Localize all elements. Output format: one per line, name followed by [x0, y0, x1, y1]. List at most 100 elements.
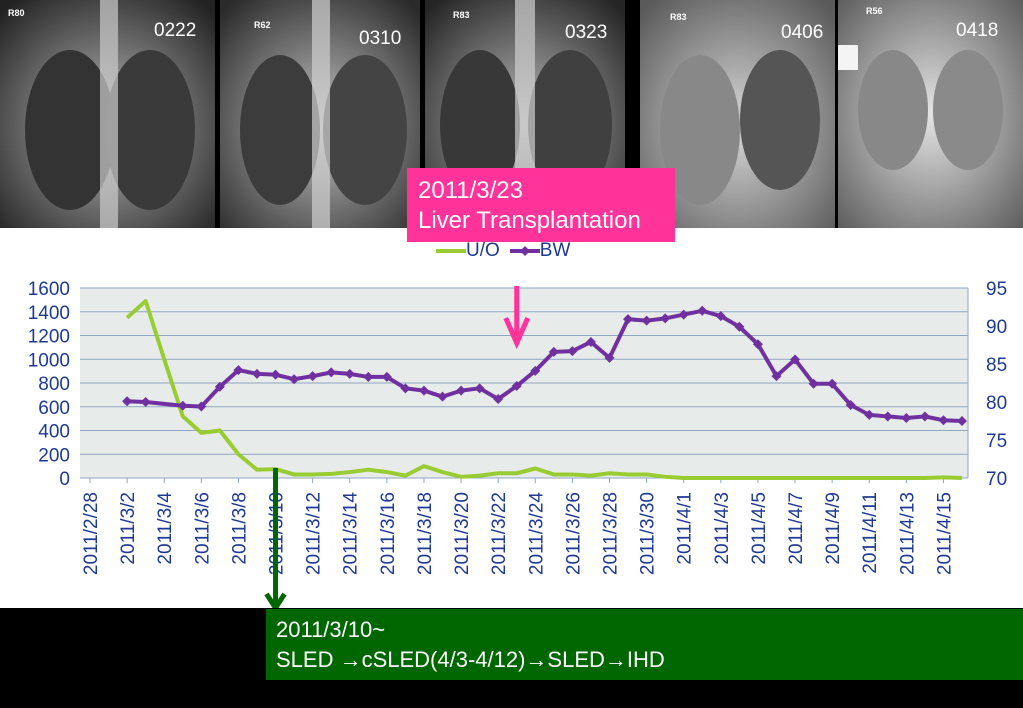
- legend-label-uo: U/O: [466, 240, 500, 261]
- bw-data-point: [307, 371, 318, 382]
- x-tick-label: 2011/3/18: [415, 492, 436, 575]
- x-tick-label: 2011/4/7: [786, 492, 807, 565]
- x-tick-label: 2011/3/22: [489, 492, 510, 575]
- x-tick-label: 2011/4/15: [934, 492, 955, 575]
- xray-marker: R56: [866, 6, 883, 16]
- chart-legend: U/O BW: [436, 240, 580, 262]
- x-tick-label: 2011/3/6: [192, 492, 213, 565]
- transplant-date: 2011/3/23: [418, 177, 523, 204]
- bw-data-point: [196, 401, 207, 412]
- x-tick-label: 2011/3/26: [563, 492, 584, 575]
- xray-date-label: 0222: [154, 20, 197, 41]
- bw-data-point: [437, 391, 448, 402]
- transplant-arrow-head: [503, 316, 531, 350]
- bw-data-point: [604, 352, 615, 363]
- xray-date-label: 0310: [359, 28, 402, 49]
- y-right-tick-label: 95: [986, 279, 1007, 300]
- xray-image-0418: R56 0418: [838, 0, 1023, 228]
- xray-picture: [838, 0, 1023, 228]
- x-tick-label: 2011/3/14: [341, 492, 362, 576]
- xray-picture: [0, 0, 215, 228]
- x-tick-label: 2011/4/9: [823, 492, 844, 565]
- xray-image-0222: R80 0222: [0, 0, 215, 228]
- y-right-tick-label: 85: [986, 355, 1007, 376]
- xray-image-0310: R62 0310: [220, 0, 420, 228]
- bw-data-point: [474, 383, 485, 394]
- bw-data-point: [251, 368, 262, 379]
- y-left-tick-label: 600: [38, 398, 70, 419]
- legend-label-bw: BW: [539, 240, 571, 261]
- y-left-tick-label: 1000: [28, 350, 70, 371]
- bw-data-point: [771, 371, 782, 382]
- x-tick-label: 2011/4/5: [749, 492, 770, 565]
- bw-data-point: [289, 374, 300, 385]
- bw-data-point: [270, 369, 281, 380]
- xray-marker: R83: [453, 10, 470, 20]
- bw-data-point: [715, 311, 726, 322]
- bw-data-point: [585, 336, 596, 347]
- bw-data-point: [177, 400, 188, 411]
- bw-data-point: [214, 381, 225, 392]
- bw-data-point: [919, 411, 930, 422]
- y-left-tick-label: 1600: [28, 279, 70, 300]
- bw-data-point: [957, 416, 967, 426]
- x-tick-label: 2011/4/11: [860, 492, 881, 574]
- sled-callout: 2011/3/10~ SLED →cSLED(4/3-4/12)→SLED→IH…: [266, 609, 1023, 680]
- sled-text: SLED →cSLED(4/3-4/12)→SLED→IHD: [276, 647, 665, 672]
- y-left-tick-label: 400: [38, 422, 70, 443]
- bw-data-point: [548, 346, 559, 357]
- xray-date-label: 0406: [781, 22, 824, 43]
- transplant-callout: 2011/3/23 Liver Transplantation: [407, 168, 675, 242]
- legend-swatch-bw: [509, 246, 540, 256]
- bw-data-point: [326, 367, 337, 378]
- legend-swatch-uo: [436, 249, 466, 253]
- bw-data-point: [641, 315, 652, 326]
- bw-data-point: [623, 314, 634, 325]
- x-tick-label: 2011/4/13: [897, 492, 918, 575]
- bw-data-point: [233, 365, 244, 376]
- y-left-tick-label: 1400: [28, 303, 70, 324]
- sled-date: 2011/3/10~: [276, 617, 386, 642]
- sled-arrow-head: [264, 592, 287, 608]
- y-right-tick-label: 75: [986, 431, 1007, 452]
- x-tick-label: 2011/3/12: [304, 492, 325, 575]
- y-right-tick-label: 90: [986, 317, 1007, 338]
- xray-date-label: 0323: [565, 22, 608, 43]
- xray-date-label: 0418: [956, 20, 999, 41]
- series-line-uo: [125, 299, 963, 480]
- bw-data-point: [140, 397, 151, 407]
- bw-data-point: [864, 409, 875, 420]
- bw-data-point: [363, 371, 374, 382]
- bw-data-point: [381, 371, 392, 382]
- x-tick-label: 2011/3/4: [155, 492, 176, 565]
- bw-data-point: [827, 378, 838, 389]
- bw-data-point: [660, 313, 671, 324]
- xray-marker: R62: [254, 20, 271, 30]
- legend-item-uo: U/O: [436, 240, 500, 262]
- bw-data-point: [790, 354, 801, 365]
- xray-marker: R83: [670, 12, 687, 22]
- x-tick-label: 2011/3/8: [229, 492, 250, 565]
- chart-panel: 0 200 400 600 800 1000 1200 1400 1600 70 75 80 85 90 9…: [0, 228, 1023, 608]
- y-right-tick-label: 70: [986, 469, 1007, 490]
- xray-marker: R80: [8, 8, 25, 18]
- x-tick-label: 2011/3/24: [526, 492, 547, 576]
- y-left-tick-label: 200: [38, 445, 70, 466]
- bw-data-point: [418, 385, 429, 396]
- transplant-text: Liver Transplantation: [418, 207, 641, 234]
- x-tick-label: 2011/2/28: [81, 492, 102, 575]
- bw-data-point: [697, 305, 708, 316]
- bw-data-point: [344, 368, 355, 379]
- x-tick-label: 2011/3/30: [638, 492, 659, 575]
- bw-data-point: [734, 321, 745, 332]
- y-left-tick-label: 800: [38, 374, 70, 395]
- bw-data-point: [678, 309, 689, 320]
- bw-data-point: [567, 346, 578, 357]
- x-tick-label: 2011/3/16: [378, 492, 399, 575]
- x-tick-label: 2011/3/28: [600, 492, 621, 575]
- bw-data-point: [901, 412, 912, 423]
- bw-data-point: [938, 415, 949, 426]
- legend-item-bw: BW: [509, 240, 571, 262]
- y-right-tick-label: 80: [986, 393, 1007, 414]
